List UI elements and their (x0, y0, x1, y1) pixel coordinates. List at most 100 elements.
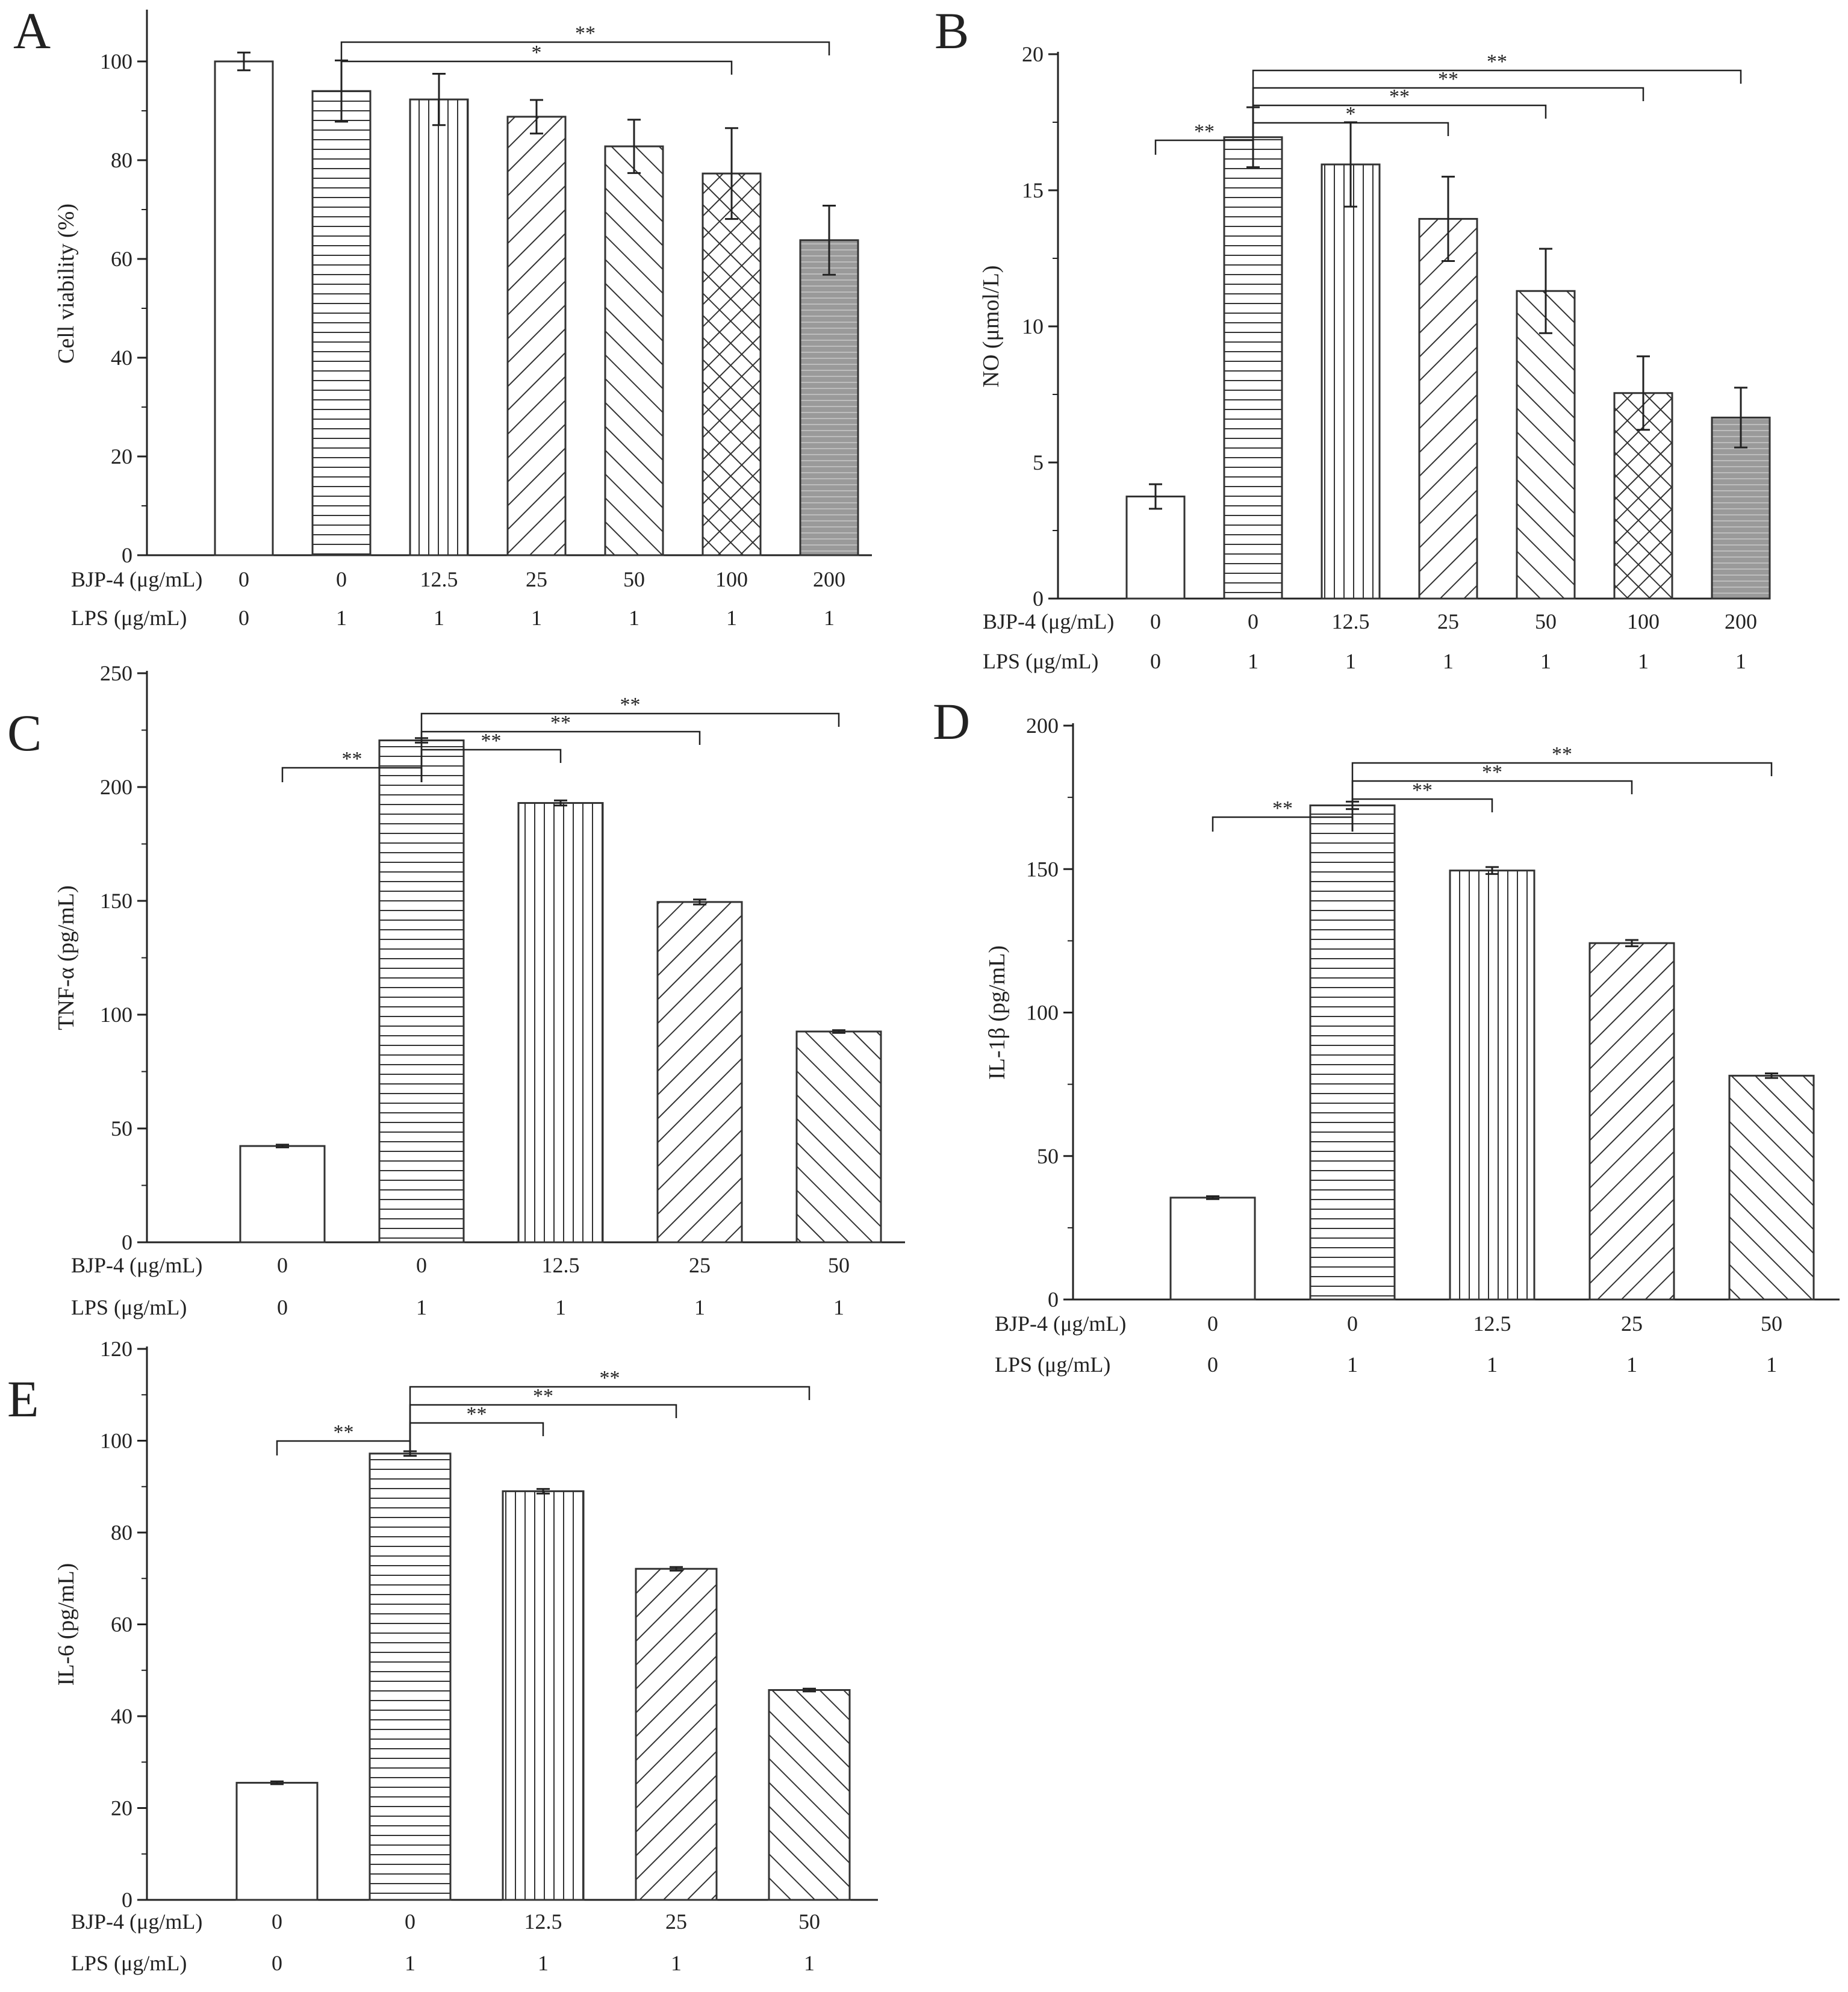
lps-dose-label: 1 (1443, 649, 1454, 673)
significance-label: * (532, 42, 542, 64)
bar (1223, 136, 1283, 600)
row-label-bjp: BJP-4 (μg/mL) (71, 1253, 202, 1277)
lps-dose-label: 0 (238, 606, 249, 630)
significance-label: ** (550, 712, 571, 734)
lps-dose-label: 1 (531, 606, 542, 630)
lps-dose-label: 1 (726, 606, 737, 630)
row-label-lps: LPS (μg/mL) (71, 1951, 187, 1975)
y-tick-label: 200 (1026, 714, 1059, 738)
bjp-dose-label: 0 (277, 1253, 288, 1277)
bjp-dose-label: 25 (1621, 1312, 1643, 1336)
lps-dose-label: 1 (1735, 649, 1746, 673)
bar (235, 1782, 319, 1901)
y-tick-label: 50 (111, 1116, 132, 1141)
bar (1125, 496, 1186, 600)
bjp-dose-label: 12.5 (542, 1253, 580, 1277)
y-tick-label: 80 (111, 148, 132, 172)
significance-bracket (1252, 104, 1547, 155)
y-tick-label: 5 (1033, 450, 1044, 475)
significance-bracket (1252, 87, 1644, 155)
lps-dose-label: 1 (434, 606, 444, 630)
y-tick-label: 60 (111, 1613, 132, 1637)
y-tick-label: 20 (111, 1796, 132, 1820)
y-tick-label: 100 (100, 1429, 132, 1453)
significance-label: ** (334, 1421, 354, 1443)
bar (517, 801, 604, 1243)
row-label-lps: LPS (μg/mL) (983, 649, 1098, 673)
bar (1309, 804, 1396, 1301)
y-tick-label: 15 (1022, 178, 1044, 202)
bar (1449, 870, 1535, 1301)
row-label-bjp: BJP-4 (μg/mL) (995, 1312, 1126, 1336)
lps-dose-label: 1 (824, 606, 835, 630)
significance-label: ** (1438, 68, 1458, 90)
lps-dose-label: 1 (1540, 649, 1551, 673)
bar (1516, 290, 1576, 600)
bjp-dose-label: 0 (1150, 609, 1161, 633)
y-tick-label: 120 (100, 1337, 132, 1361)
bar (1418, 217, 1478, 600)
significance-label: ** (575, 22, 596, 45)
y-tick-label: 100 (100, 49, 132, 73)
significance-label: ** (1194, 120, 1215, 143)
significance-label: * (1346, 103, 1356, 125)
bar (239, 1145, 326, 1243)
significance-bracket (340, 41, 830, 95)
panel-letter: B (935, 2, 969, 60)
lps-dose-label: 1 (416, 1295, 427, 1319)
bjp-dose-label: 200 (1725, 609, 1757, 633)
bar (635, 1567, 718, 1901)
lps-dose-label: 0 (1207, 1352, 1218, 1377)
bjp-dose-label: 0 (1248, 609, 1258, 633)
lps-dose-label: 1 (405, 1951, 415, 1975)
y-axis-label: Cell viability (%) (54, 204, 79, 364)
significance-bracket (409, 1386, 810, 1455)
bjp-dose-label: 100 (1627, 609, 1660, 633)
bar (795, 1030, 882, 1243)
bjp-dose-label: 0 (272, 1910, 282, 1934)
bar (1728, 1074, 1815, 1301)
bar (369, 1452, 452, 1901)
lps-dose-label: 1 (694, 1295, 705, 1319)
lps-dose-label: 1 (555, 1295, 566, 1319)
y-axis-label: IL-6 (pg/mL) (54, 1563, 79, 1686)
y-tick-label: 20 (111, 444, 132, 468)
bar (214, 60, 274, 556)
significance-bracket (420, 712, 840, 782)
bar (768, 1689, 851, 1901)
panel-e: E 0 20 40 60 80 100 120 IL-6 (pg/mL) 0 0 0 1 12.5 1 25 1… (7, 1337, 878, 1975)
significance-bracket (1252, 69, 1742, 155)
y-tick-label: 10 (1022, 314, 1044, 338)
bar (1588, 942, 1675, 1301)
lps-dose-label: 1 (629, 606, 639, 630)
y-tick-label: 100 (1026, 1001, 1059, 1025)
bjp-dose-label: 12.5 (524, 1910, 562, 1934)
significance-label: ** (342, 748, 362, 770)
lps-dose-label: 1 (804, 1951, 815, 1975)
bar (1321, 163, 1381, 600)
significance-label: ** (467, 1403, 487, 1425)
y-tick-label: 150 (100, 889, 132, 913)
lps-dose-label: 1 (1626, 1352, 1637, 1377)
y-tick-label: 100 (100, 1003, 132, 1027)
bjp-dose-label: 0 (1207, 1312, 1218, 1336)
significance-label: ** (1272, 797, 1293, 820)
lps-dose-label: 0 (1150, 649, 1161, 673)
bar (799, 239, 859, 556)
y-tick-label: 60 (111, 247, 132, 271)
significance-label: ** (533, 1385, 553, 1407)
bjp-dose-label: 25 (665, 1910, 687, 1934)
bar (409, 98, 469, 556)
row-label-bjp: BJP-4 (μg/mL) (71, 1910, 202, 1934)
y-axis-label: IL-1β (pg/mL) (985, 945, 1010, 1080)
lps-dose-label: 1 (1638, 649, 1649, 673)
lps-dose-label: 1 (671, 1951, 682, 1975)
panel-letter: C (7, 704, 42, 762)
row-label-lps: LPS (μg/mL) (71, 606, 187, 630)
row-label-bjp: BJP-4 (μg/mL) (71, 567, 202, 591)
y-tick-label: 0 (1033, 587, 1044, 611)
bjp-dose-label: 12.5 (420, 567, 458, 591)
lps-dose-label: 1 (1345, 649, 1356, 673)
